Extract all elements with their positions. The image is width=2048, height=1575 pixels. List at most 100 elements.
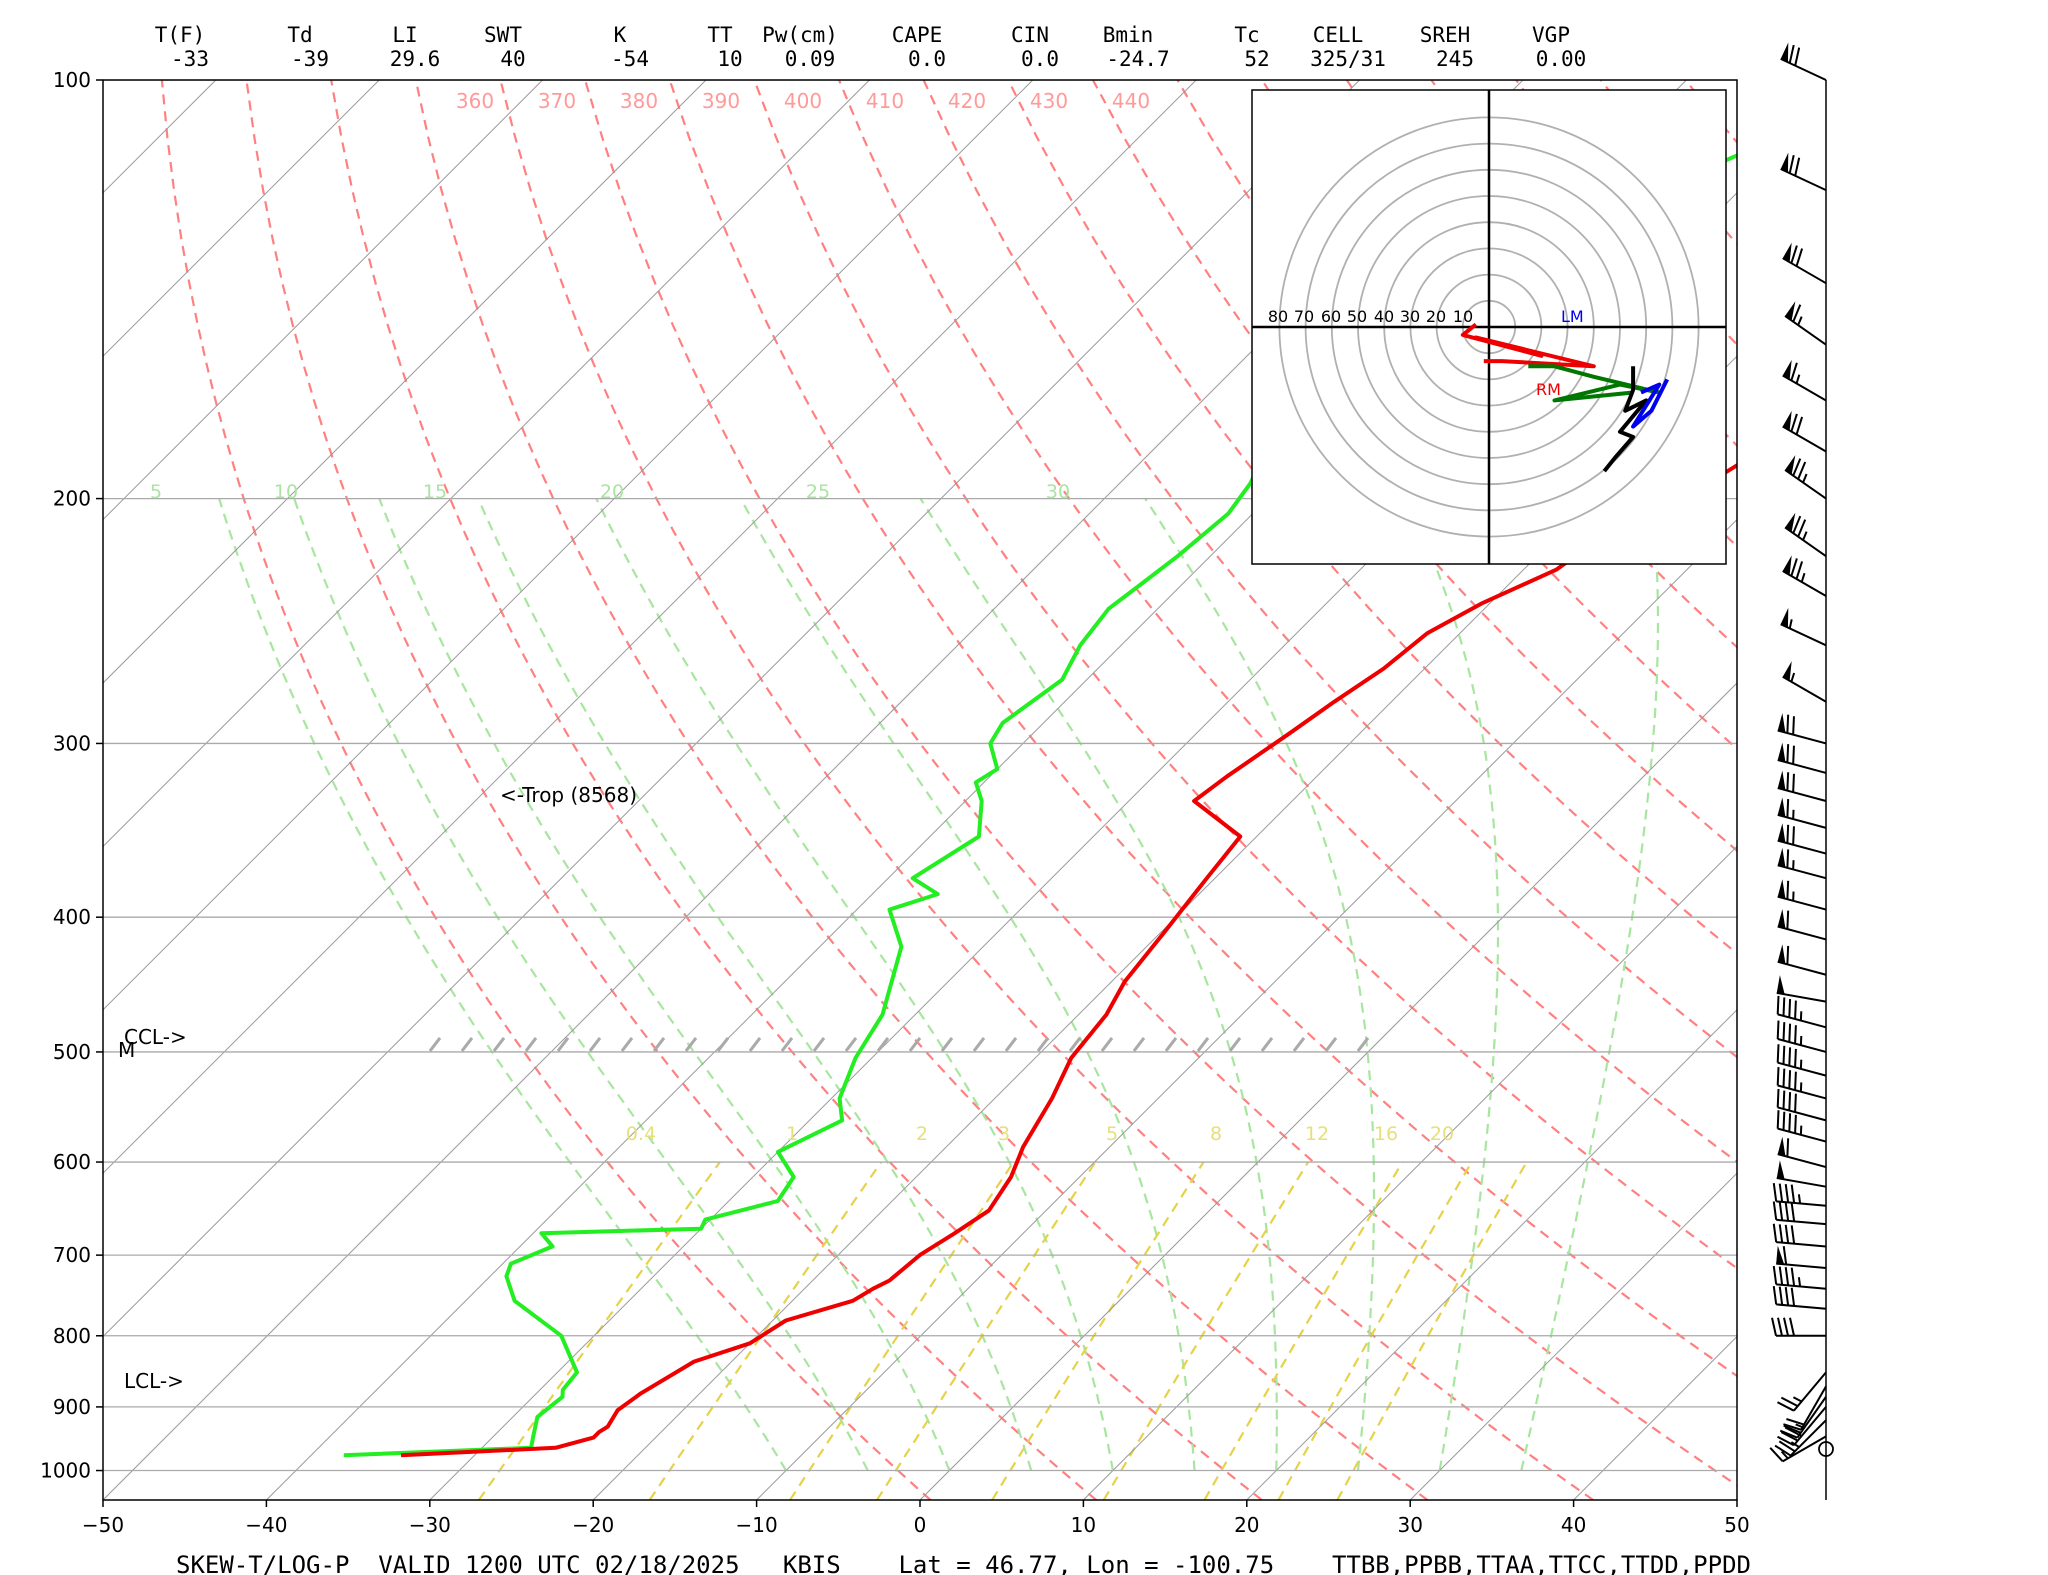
x-tick-label: 40	[1561, 1513, 1586, 1537]
x-tick-label: −40	[245, 1513, 287, 1537]
m-annotation: M	[118, 1038, 135, 1062]
wind-barb	[1776, 1088, 1827, 1122]
hatch-mark	[780, 1037, 794, 1052]
hodograph-trace	[1602, 366, 1649, 473]
y-tick-label: 300	[53, 731, 91, 755]
mixing-ratio-line	[477, 1161, 721, 1500]
wind-barb	[1777, 1136, 1827, 1169]
dry-adiabat-line	[330, 80, 1263, 1500]
hatch-mark	[1100, 1037, 1114, 1052]
hatch-mark	[1196, 1037, 1210, 1052]
isotherm-line	[103, 80, 1197, 1174]
tropopause-annotation: <-Trop (8568)	[500, 783, 637, 807]
mixing-ratio-line	[1203, 1161, 1404, 1500]
dry-adiabat-label: 380	[620, 89, 658, 113]
index-value: -39	[291, 47, 329, 71]
x-tick-label: 10	[1071, 1513, 1096, 1537]
hodograph-ring-label: 60	[1321, 307, 1341, 326]
hodograph-lm-label: LM	[1561, 307, 1584, 326]
isotherm-line	[592, 355, 1737, 1500]
y-tick-label: 900	[53, 1395, 91, 1419]
hatch-mark	[748, 1037, 762, 1052]
wind-barb	[1782, 242, 1827, 285]
index-value: -54	[611, 47, 649, 71]
y-tick-label: 700	[53, 1243, 91, 1267]
hodograph-ring-label: 20	[1426, 307, 1446, 326]
hodograph-trace	[1631, 378, 1669, 429]
dry-adiabat-line	[1939, 80, 2048, 1500]
dry-adiabat-label: 440	[1112, 89, 1150, 113]
moist-adiabat-line	[477, 498, 1033, 1471]
moist-adiabat-line	[218, 498, 788, 1472]
hatch-mark	[1260, 1037, 1274, 1052]
wind-barb	[1784, 301, 1827, 346]
wind-barb	[1777, 1406, 1827, 1447]
mixing-ratio-line	[789, 1161, 1015, 1500]
moist-adiabat-line	[1144, 497, 1376, 1471]
x-tick-label: −20	[572, 1513, 614, 1537]
isotherm-line	[919, 682, 1737, 1500]
hatch-mark	[556, 1037, 570, 1052]
dry-adiabat-line	[1091, 80, 1737, 853]
wind-barb	[1779, 1396, 1827, 1439]
hatch-mark	[1292, 1037, 1306, 1052]
mixing-ratio-lines	[477, 1161, 1528, 1500]
stability-indices-header: T(F)-33Td-39LI29.6SWT40K-54TT10Pw(cm)0.0…	[155, 23, 1587, 71]
wind-barb	[1784, 455, 1827, 500]
mixing-ratio-line	[1336, 1161, 1528, 1500]
hodograph-ring-label: 40	[1374, 307, 1394, 326]
x-tick-label: 20	[1234, 1513, 1259, 1537]
index-value: 40	[500, 47, 525, 71]
dry-adiabat-label: 360	[456, 89, 494, 113]
hatch-mark	[492, 1037, 506, 1052]
dry-adiabat-line	[584, 80, 1737, 1487]
moist-adiabat-label: 25	[806, 481, 830, 503]
hatch-mark	[1324, 1037, 1338, 1052]
calm-wind-circle	[1818, 1441, 1834, 1457]
hatch-mark	[1164, 1037, 1178, 1052]
mixing-ratio-line	[876, 1161, 1097, 1500]
wind-barb	[1776, 1245, 1827, 1269]
index-value: 29.6	[390, 47, 441, 71]
mixing-ratio-label: 8	[1210, 1123, 1222, 1145]
hodograph-ring-label: 10	[1453, 307, 1473, 326]
wind-barb	[1780, 607, 1827, 647]
hatch-mark	[428, 1037, 442, 1052]
hatch-mark	[908, 1037, 922, 1052]
index-name: CIN	[1011, 23, 1049, 47]
x-tick-label: 30	[1397, 1513, 1422, 1537]
index-name: VGP	[1532, 23, 1570, 47]
isotherm-line	[103, 80, 870, 848]
isotherm-line	[1246, 1009, 1737, 1500]
isotherms	[103, 80, 1737, 1500]
wind-barb	[1777, 1371, 1827, 1412]
wind-barb	[1772, 1285, 1827, 1310]
hodograph-rings: 80 70 60 50 40 30 20 10	[1252, 90, 1726, 564]
dry-adiabat-label: 370	[538, 89, 576, 113]
dry-adiabat-line	[1684, 80, 1737, 144]
diagram-background-lines	[103, 80, 2048, 1500]
index-value: 52	[1244, 47, 1269, 71]
isotherm-line	[103, 80, 380, 357]
index-name: Tc	[1234, 23, 1259, 47]
index-value: 325/31	[1310, 47, 1386, 71]
isotherm-line	[756, 518, 1737, 1500]
hodograph-ring-label: 70	[1294, 307, 1314, 326]
dry-adiabat-line	[837, 80, 1737, 1164]
x-tick-label: 0	[914, 1513, 927, 1537]
ccl-annotation: CCL->	[124, 1025, 187, 1049]
hodograph-rm-label: RM	[1536, 380, 1561, 399]
dry-adiabat-line	[499, 80, 1594, 1500]
y-tick-label: 1000	[40, 1459, 91, 1483]
isobars	[103, 80, 1737, 1472]
isotherm-line	[1083, 845, 1737, 1500]
wind-barb	[1784, 512, 1827, 557]
moist-adiabat-line	[919, 498, 1278, 1471]
wind-barb	[1777, 713, 1827, 745]
lcl-annotation: LCL->	[124, 1369, 184, 1393]
mixing-ratio-line	[648, 1161, 883, 1500]
wind-barb	[1782, 555, 1827, 597]
dry-adiabat-line	[1855, 80, 2048, 1500]
